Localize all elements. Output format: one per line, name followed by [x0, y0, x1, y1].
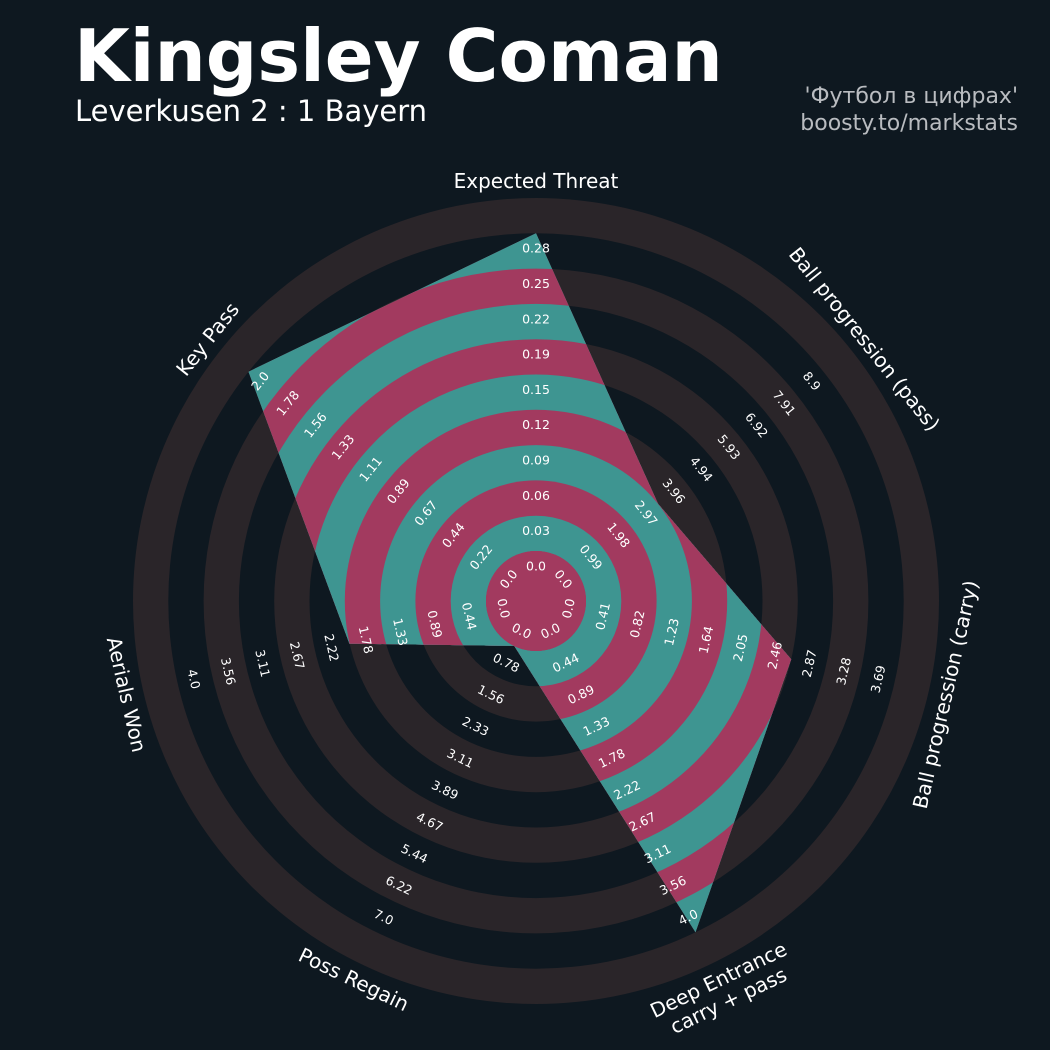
tick-label: 1.78 — [356, 625, 377, 656]
tick-label: 4.0 — [184, 668, 203, 691]
tick-label: 0.0 — [526, 558, 546, 573]
tick-label: 1.64 — [696, 625, 717, 656]
chart-title: Kingsley Coman — [74, 14, 723, 98]
tick-label: 0.22 — [522, 311, 550, 326]
tick-label: 0.06 — [522, 488, 550, 503]
tick-label: 1.23 — [661, 617, 682, 647]
center-disc — [486, 551, 586, 651]
tick-label: 0.82 — [627, 609, 648, 639]
tick-label: 2.05 — [730, 632, 751, 662]
tick-label: 0.19 — [522, 347, 550, 362]
credit-line-1: 'Футбол в цифрах' — [804, 84, 1018, 109]
tick-label: 3.69 — [868, 664, 889, 695]
tick-label: 2.67 — [287, 640, 308, 670]
tick-label: 0.09 — [522, 453, 550, 468]
tick-label: 2.87 — [799, 648, 820, 678]
tick-label: 1.33 — [390, 617, 411, 647]
tick-label: 0.0 — [494, 597, 513, 620]
credit-line-2: boosty.to/markstats — [800, 111, 1018, 136]
tick-label: 0.28 — [522, 241, 550, 256]
tick-label: 0.25 — [522, 276, 550, 291]
chart-subtitle: Leverkusen 2 : 1 Bayern — [75, 94, 428, 128]
tick-label: 3.28 — [833, 656, 854, 687]
axis-label: Expected Threat — [454, 169, 619, 193]
tick-label: 3.56 — [218, 656, 239, 687]
tick-label: 0.03 — [522, 523, 550, 538]
tick-label: 3.11 — [252, 648, 273, 678]
tick-label: 0.15 — [522, 382, 550, 397]
tick-label: 0.89 — [424, 609, 445, 640]
tick-label: 0.44 — [459, 601, 480, 632]
tick-label: 2.22 — [321, 632, 342, 662]
tick-label: 0.12 — [522, 417, 550, 432]
tick-label: 0.0 — [559, 597, 578, 620]
tick-label: 2.46 — [764, 640, 785, 671]
tick-label: 0.41 — [592, 601, 613, 631]
